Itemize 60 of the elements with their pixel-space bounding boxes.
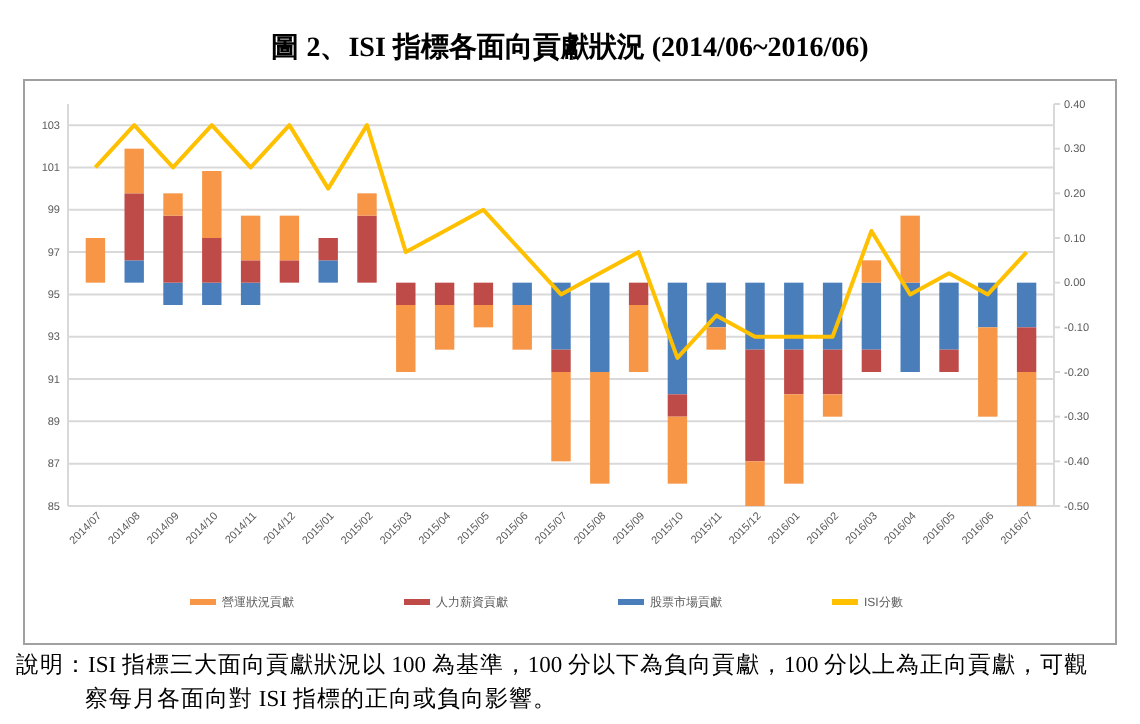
bar [978, 327, 998, 417]
bar [861, 349, 882, 372]
bar [396, 305, 416, 372]
bar [667, 416, 688, 484]
bar [163, 193, 183, 216]
bar [240, 282, 261, 305]
bar [473, 282, 494, 305]
bar [822, 349, 843, 395]
bar [628, 282, 649, 305]
bar [124, 148, 144, 194]
bar [1016, 327, 1037, 372]
bar [357, 193, 377, 216]
bar [861, 260, 882, 283]
bar [434, 305, 455, 350]
bar [551, 282, 571, 350]
bar [784, 394, 804, 484]
bar [628, 305, 649, 372]
bar [512, 282, 532, 305]
bar [163, 215, 183, 283]
bar [590, 282, 610, 372]
chart-title: 圖 2、ISI 指標各面向貢獻狀況 (2014/06~2016/06) [271, 32, 870, 64]
bar [202, 282, 222, 305]
bar [900, 282, 920, 372]
bar [318, 238, 338, 261]
bar [745, 461, 765, 506]
text: 說明：ISI 指標三大面向貢獻狀況以 100 為基準，100 分以下為負向貢獻，100 分以上為正向貢獻，可觀察每月各面向對 ISI 指標的正向或負向影響。 [16, 652, 1089, 712]
bar [512, 305, 532, 350]
bar [900, 215, 920, 283]
bar [396, 282, 416, 305]
bar [240, 260, 261, 283]
bar [124, 260, 144, 283]
bar [939, 282, 959, 350]
line-series [93, 123, 1029, 360]
bar [822, 394, 843, 417]
bar [202, 171, 222, 238]
bar [1016, 372, 1037, 506]
bar [590, 372, 610, 484]
bar [279, 260, 300, 283]
bar [551, 372, 571, 462]
bar [861, 282, 882, 350]
bar [434, 282, 455, 305]
bar [784, 282, 804, 350]
bar [318, 260, 338, 283]
bar [706, 327, 726, 350]
bar [784, 349, 804, 395]
bar [667, 282, 688, 395]
bar [667, 394, 688, 417]
bar [745, 282, 765, 350]
bar [939, 349, 959, 372]
bar [745, 349, 765, 462]
bar [163, 282, 183, 305]
bar [551, 349, 571, 372]
bar [279, 215, 300, 261]
bar [85, 238, 106, 283]
bar [124, 193, 144, 261]
bar [240, 215, 261, 261]
bar [1016, 282, 1037, 328]
bar [202, 238, 222, 283]
bar [473, 305, 494, 328]
bar [357, 215, 377, 283]
